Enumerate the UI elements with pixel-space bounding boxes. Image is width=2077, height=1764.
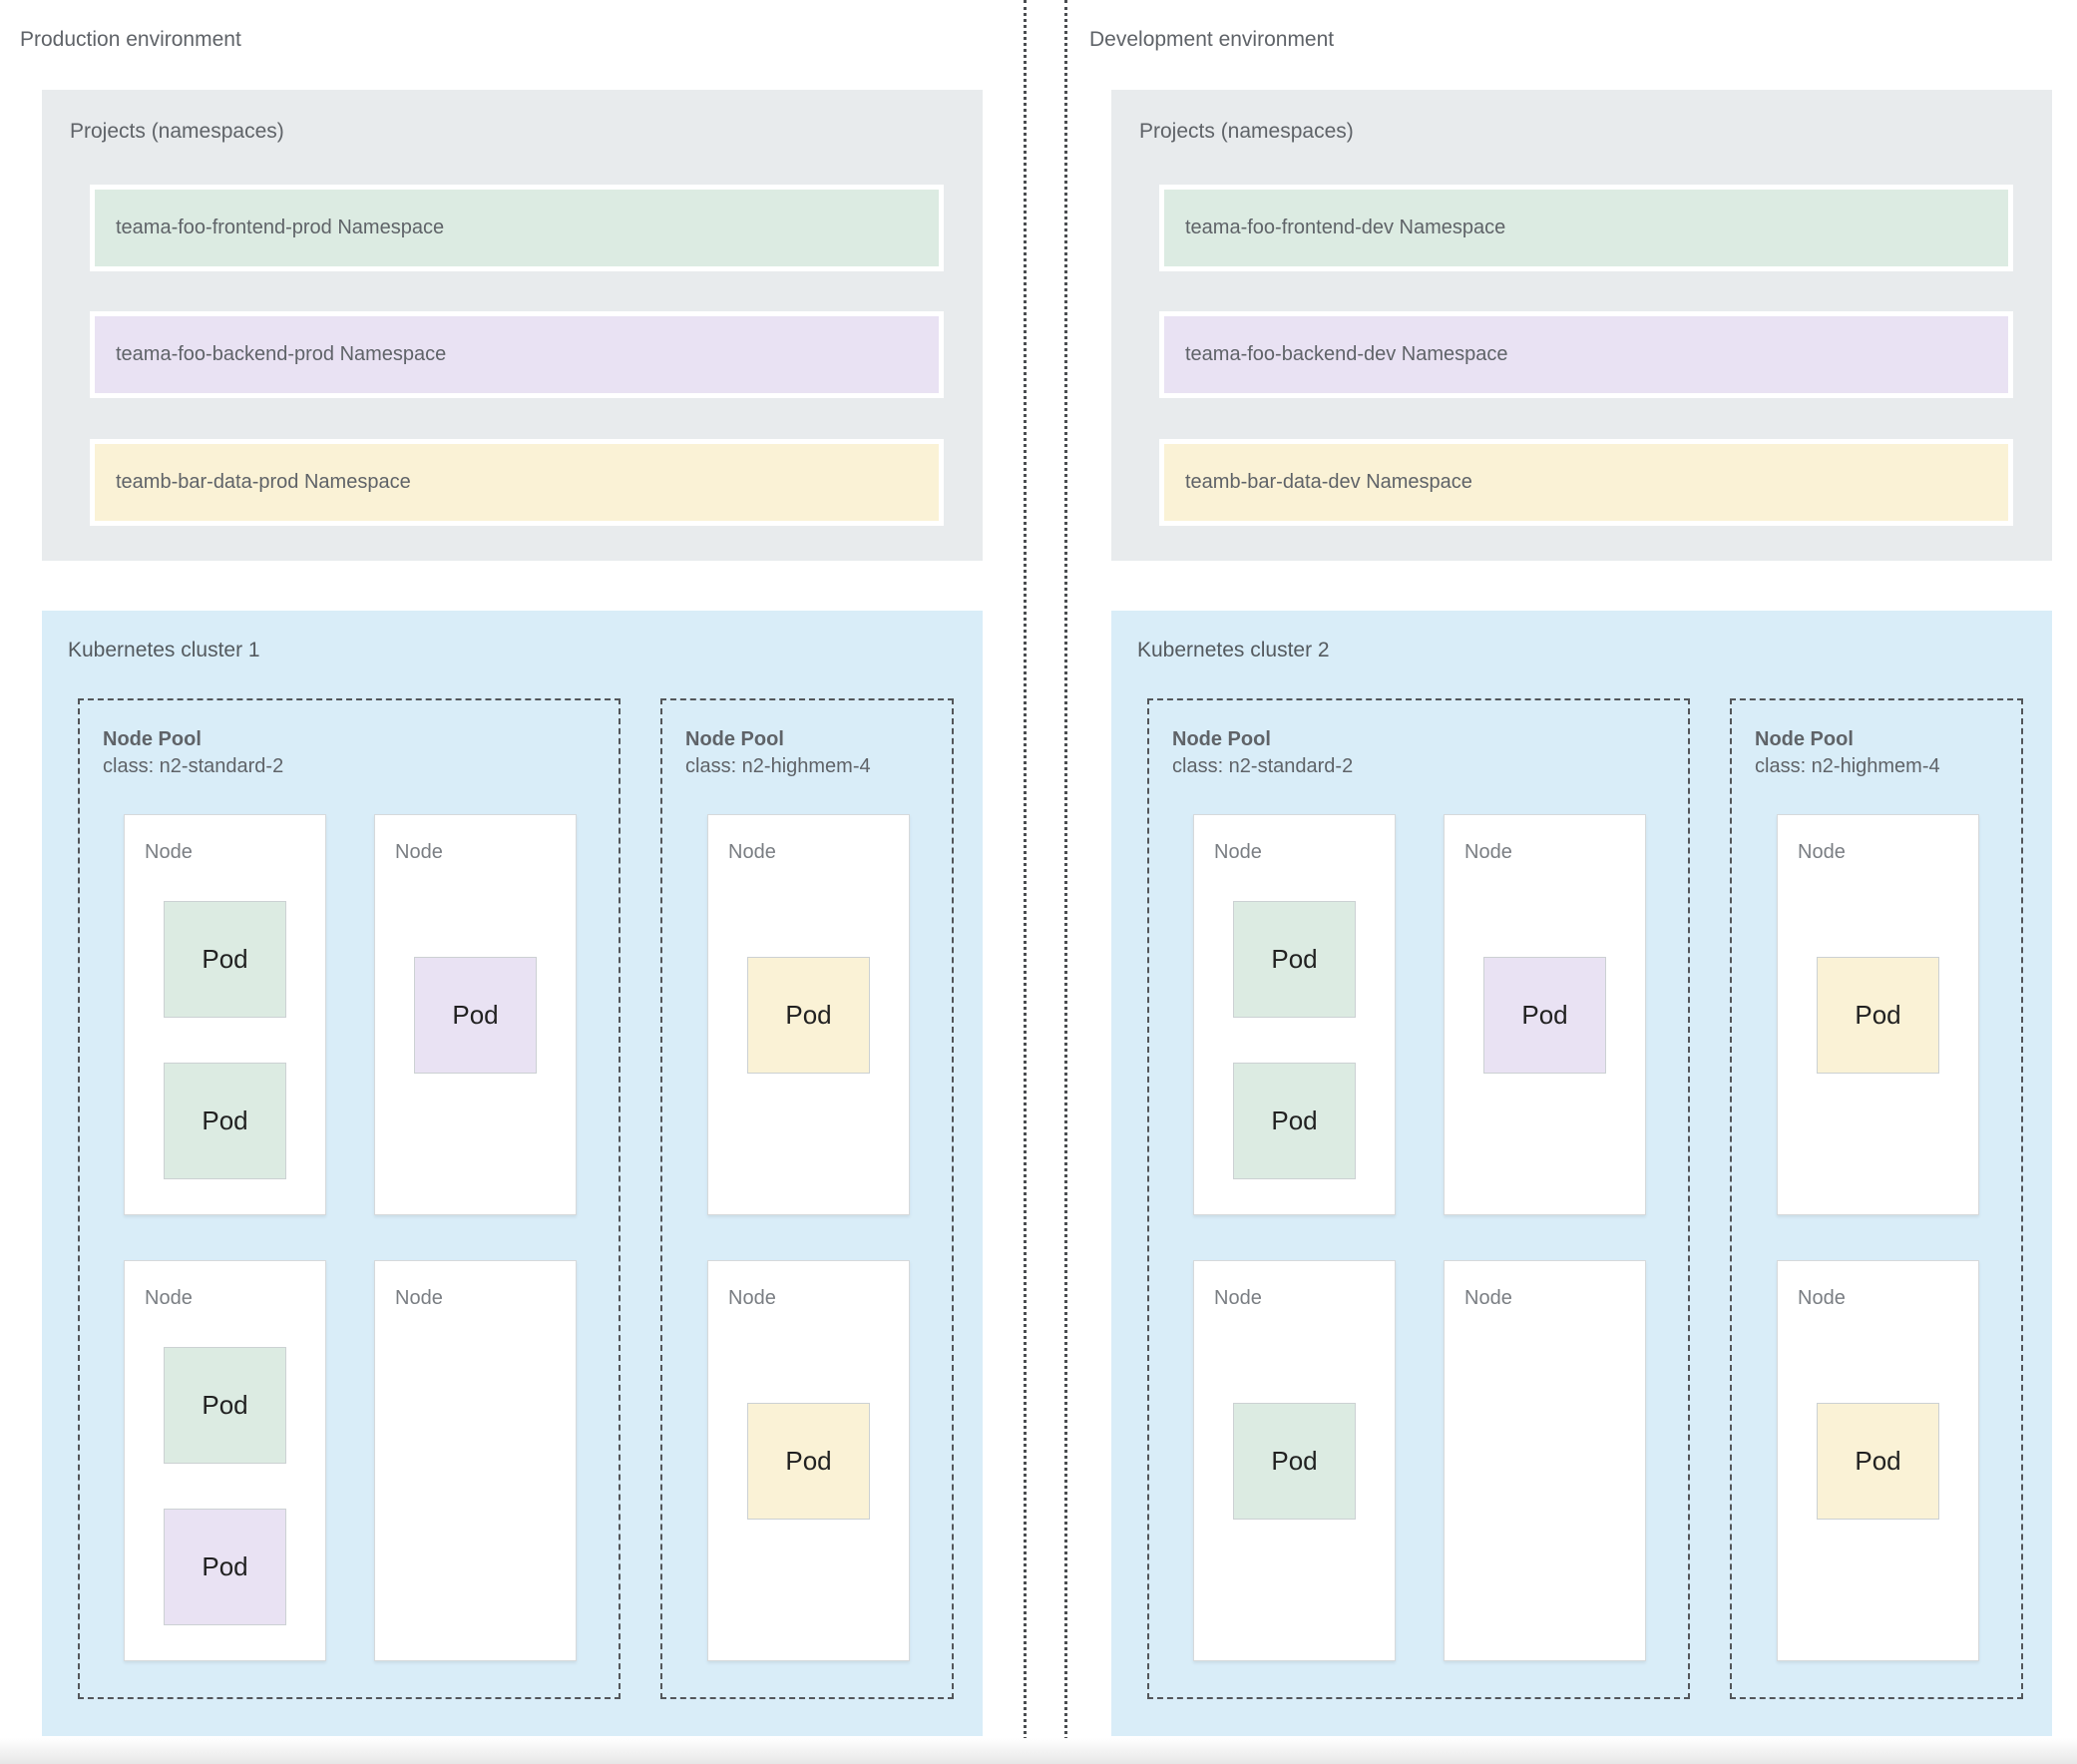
node-label: Node bbox=[728, 1287, 776, 1309]
projects-panel-title: Projects (namespaces) bbox=[70, 120, 284, 143]
cluster-title: Kubernetes cluster 1 bbox=[68, 639, 260, 662]
pod-list bbox=[375, 1261, 576, 1660]
node-box: Pod Pod Node bbox=[124, 1260, 326, 1661]
pod-list: Pod bbox=[708, 1261, 909, 1660]
pod-box: Pod bbox=[164, 1347, 286, 1464]
pod-list bbox=[1445, 1261, 1645, 1660]
pod-box: Pod bbox=[747, 956, 870, 1074]
node-pool-header: Node Pool class: n2-standard-2 bbox=[103, 726, 283, 780]
node-box: Pod Node bbox=[1777, 1260, 1979, 1661]
pod-box: Pod bbox=[1817, 956, 1939, 1074]
pod-box: Pod bbox=[164, 1509, 286, 1625]
node-pool-class: class: n2-standard-2 bbox=[1172, 755, 1354, 777]
node-box: Pod Pod Node bbox=[124, 814, 326, 1215]
node-pool-title: Node Pool bbox=[685, 728, 784, 750]
node-pool-class: class: n2-highmem-4 bbox=[685, 755, 871, 777]
pod-box: Pod bbox=[747, 1402, 870, 1520]
namespace-box: teamb-bar-data-dev Namespace bbox=[1159, 439, 2013, 526]
node-pool: Node Pool class: n2-highmem-4 Pod Node P… bbox=[1730, 698, 2023, 1699]
node-label: Node bbox=[1464, 841, 1512, 863]
namespace-box: teama-foo-frontend-dev Namespace bbox=[1159, 185, 2013, 271]
node-label: Node bbox=[145, 841, 193, 863]
node-pool-header: Node Pool class: n2-highmem-4 bbox=[1755, 726, 1940, 780]
node-label: Node bbox=[728, 841, 776, 863]
cluster-title: Kubernetes cluster 2 bbox=[1137, 639, 1330, 662]
pod-list: Pod Pod bbox=[125, 815, 325, 1214]
pod-list: Pod bbox=[375, 815, 576, 1214]
pod-box: Pod bbox=[1233, 901, 1356, 1018]
namespace-label: teama-foo-frontend-dev Namespace bbox=[1185, 217, 1506, 238]
development-environment-section: Development environment Projects (namesp… bbox=[1069, 0, 2077, 1764]
environment-title: Development environment bbox=[1089, 28, 1335, 51]
pod-list: Pod bbox=[708, 815, 909, 1214]
production-environment-section: Production environment Projects (namespa… bbox=[0, 0, 1008, 1764]
pod-box: Pod bbox=[1817, 1402, 1939, 1520]
namespace-label: teama-foo-backend-dev Namespace bbox=[1185, 343, 1508, 365]
node-grid: Pod Node Pod Node bbox=[707, 814, 910, 1661]
node-pool-title: Node Pool bbox=[103, 728, 202, 750]
pod-list: Pod bbox=[1445, 815, 1645, 1214]
kubernetes-cluster-panel: Kubernetes cluster 1 Node Pool class: n2… bbox=[42, 611, 983, 1736]
node-grid: Pod Pod Node Pod Node Pod bbox=[124, 814, 577, 1661]
page-bottom-shadow bbox=[0, 1738, 2077, 1764]
node-label: Node bbox=[1798, 1287, 1846, 1309]
namespace-label: teama-foo-backend-prod Namespace bbox=[116, 343, 447, 365]
node-box: Node bbox=[374, 1260, 577, 1661]
pod-box: Pod bbox=[164, 901, 286, 1018]
namespace-box: teama-foo-frontend-prod Namespace bbox=[90, 185, 944, 271]
node-box: Pod Node bbox=[1193, 1260, 1396, 1661]
pod-list: Pod bbox=[1194, 1261, 1395, 1660]
node-label: Node bbox=[1214, 1287, 1262, 1309]
node-box: Pod Node bbox=[1444, 814, 1646, 1215]
projects-panel-title: Projects (namespaces) bbox=[1139, 120, 1354, 143]
node-pool-title: Node Pool bbox=[1172, 728, 1271, 750]
node-pool-class: class: n2-highmem-4 bbox=[1755, 755, 1940, 777]
pod-list: Pod Pod bbox=[1194, 815, 1395, 1214]
environment-divider-line bbox=[1064, 0, 1067, 1764]
pod-list: Pod Pod bbox=[125, 1261, 325, 1660]
namespace-box: teamb-bar-data-prod Namespace bbox=[90, 439, 944, 526]
namespace-label: teamb-bar-data-prod Namespace bbox=[116, 471, 411, 493]
namespace-box: teama-foo-backend-dev Namespace bbox=[1159, 311, 2013, 398]
node-pool-title: Node Pool bbox=[1755, 728, 1854, 750]
node-pool: Node Pool class: n2-standard-2 Pod Pod N… bbox=[1147, 698, 1690, 1699]
node-pool: Node Pool class: n2-standard-2 Pod Pod N… bbox=[78, 698, 621, 1699]
projects-namespaces-panel: Projects (namespaces) teama-foo-frontend… bbox=[42, 90, 983, 561]
node-label: Node bbox=[395, 841, 443, 863]
node-label: Node bbox=[395, 1287, 443, 1309]
node-pool-header: Node Pool class: n2-highmem-4 bbox=[685, 726, 871, 780]
node-label: Node bbox=[145, 1287, 193, 1309]
node-box: Pod Node bbox=[707, 1260, 910, 1661]
namespace-box: teama-foo-backend-prod Namespace bbox=[90, 311, 944, 398]
pod-box: Pod bbox=[1483, 956, 1606, 1074]
pod-box: Pod bbox=[1233, 1402, 1356, 1520]
node-label: Node bbox=[1214, 841, 1262, 863]
pod-list: Pod bbox=[1778, 815, 1978, 1214]
node-box: Node bbox=[1444, 1260, 1646, 1661]
node-box: Pod Node bbox=[374, 814, 577, 1215]
pod-box: Pod bbox=[1233, 1063, 1356, 1179]
node-grid: Pod Node Pod Node bbox=[1777, 814, 1979, 1661]
node-box: Pod Node bbox=[1777, 814, 1979, 1215]
pod-box: Pod bbox=[164, 1063, 286, 1179]
kubernetes-cluster-panel: Kubernetes cluster 2 Node Pool class: n2… bbox=[1111, 611, 2052, 1736]
pod-list: Pod bbox=[1778, 1261, 1978, 1660]
environment-title: Production environment bbox=[20, 28, 241, 51]
node-pool-class: class: n2-standard-2 bbox=[103, 755, 284, 777]
namespace-label: teama-foo-frontend-prod Namespace bbox=[116, 217, 445, 238]
projects-namespaces-panel: Projects (namespaces) teama-foo-frontend… bbox=[1111, 90, 2052, 561]
pod-box: Pod bbox=[414, 956, 537, 1074]
node-grid: Pod Pod Node Pod Node Pod bbox=[1193, 814, 1646, 1661]
node-box: Pod Pod Node bbox=[1193, 814, 1396, 1215]
node-label: Node bbox=[1464, 1287, 1512, 1309]
namespace-label: teamb-bar-data-dev Namespace bbox=[1185, 471, 1472, 493]
node-pool: Node Pool class: n2-highmem-4 Pod Node P… bbox=[660, 698, 954, 1699]
environment-divider-line bbox=[1024, 0, 1027, 1764]
node-pool-header: Node Pool class: n2-standard-2 bbox=[1172, 726, 1353, 780]
node-box: Pod Node bbox=[707, 814, 910, 1215]
node-label: Node bbox=[1798, 841, 1846, 863]
